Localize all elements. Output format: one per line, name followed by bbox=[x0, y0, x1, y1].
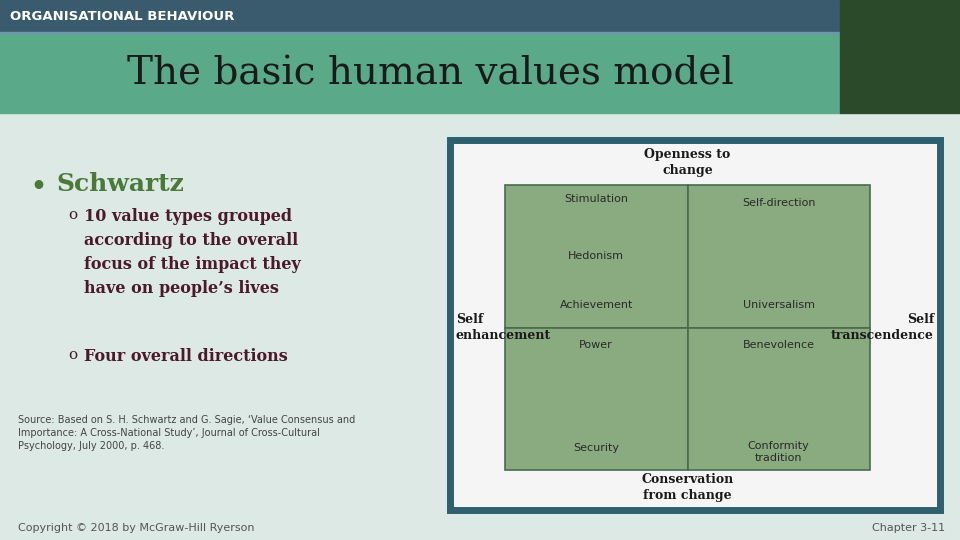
Text: ORGANISATIONAL BEHAVIOUR: ORGANISATIONAL BEHAVIOUR bbox=[10, 10, 234, 23]
Text: Openness to
change: Openness to change bbox=[644, 148, 731, 177]
Bar bbox=[505, 185, 687, 327]
Text: Power: Power bbox=[580, 341, 613, 350]
Text: Conformity
tradition: Conformity tradition bbox=[748, 441, 809, 463]
Text: Self-direction: Self-direction bbox=[742, 198, 815, 208]
Bar bbox=[0, 32, 960, 35]
Text: 10 value types grouped
according to the overall
focus of the impact they
have on: 10 value types grouped according to the … bbox=[84, 208, 300, 298]
Text: Self
enhancement: Self enhancement bbox=[456, 313, 551, 342]
Text: Self
transcendence: Self transcendence bbox=[831, 313, 934, 342]
Bar bbox=[450, 140, 940, 510]
Bar bbox=[840, 0, 960, 113]
Text: Conservation
from change: Conservation from change bbox=[641, 473, 733, 502]
Bar bbox=[0, 35, 840, 113]
Text: Hedonism: Hedonism bbox=[568, 251, 624, 261]
Text: The basic human values model: The basic human values model bbox=[127, 56, 733, 92]
Text: Four overall directions: Four overall directions bbox=[84, 348, 288, 365]
Bar bbox=[0, 0, 960, 32]
Bar bbox=[687, 185, 870, 327]
Text: Universalism: Universalism bbox=[743, 300, 815, 310]
Text: Stimulation: Stimulation bbox=[564, 194, 628, 204]
Text: •: • bbox=[30, 175, 46, 199]
Text: Benevolence: Benevolence bbox=[743, 341, 815, 350]
Text: Security: Security bbox=[573, 443, 619, 453]
Text: o: o bbox=[68, 208, 77, 222]
Text: Copyright © 2018 by McGraw-Hill Ryerson: Copyright © 2018 by McGraw-Hill Ryerson bbox=[18, 523, 254, 533]
Text: Schwartz: Schwartz bbox=[56, 172, 184, 196]
Text: o: o bbox=[68, 348, 77, 362]
Bar bbox=[505, 327, 687, 470]
Text: Achievement: Achievement bbox=[560, 300, 633, 310]
Bar bbox=[687, 327, 870, 470]
Text: Source: Based on S. H. Schwartz and G. Sagie, ‘Value Consensus and
Importance: A: Source: Based on S. H. Schwartz and G. S… bbox=[18, 415, 355, 451]
Text: Chapter 3-11: Chapter 3-11 bbox=[872, 523, 945, 533]
